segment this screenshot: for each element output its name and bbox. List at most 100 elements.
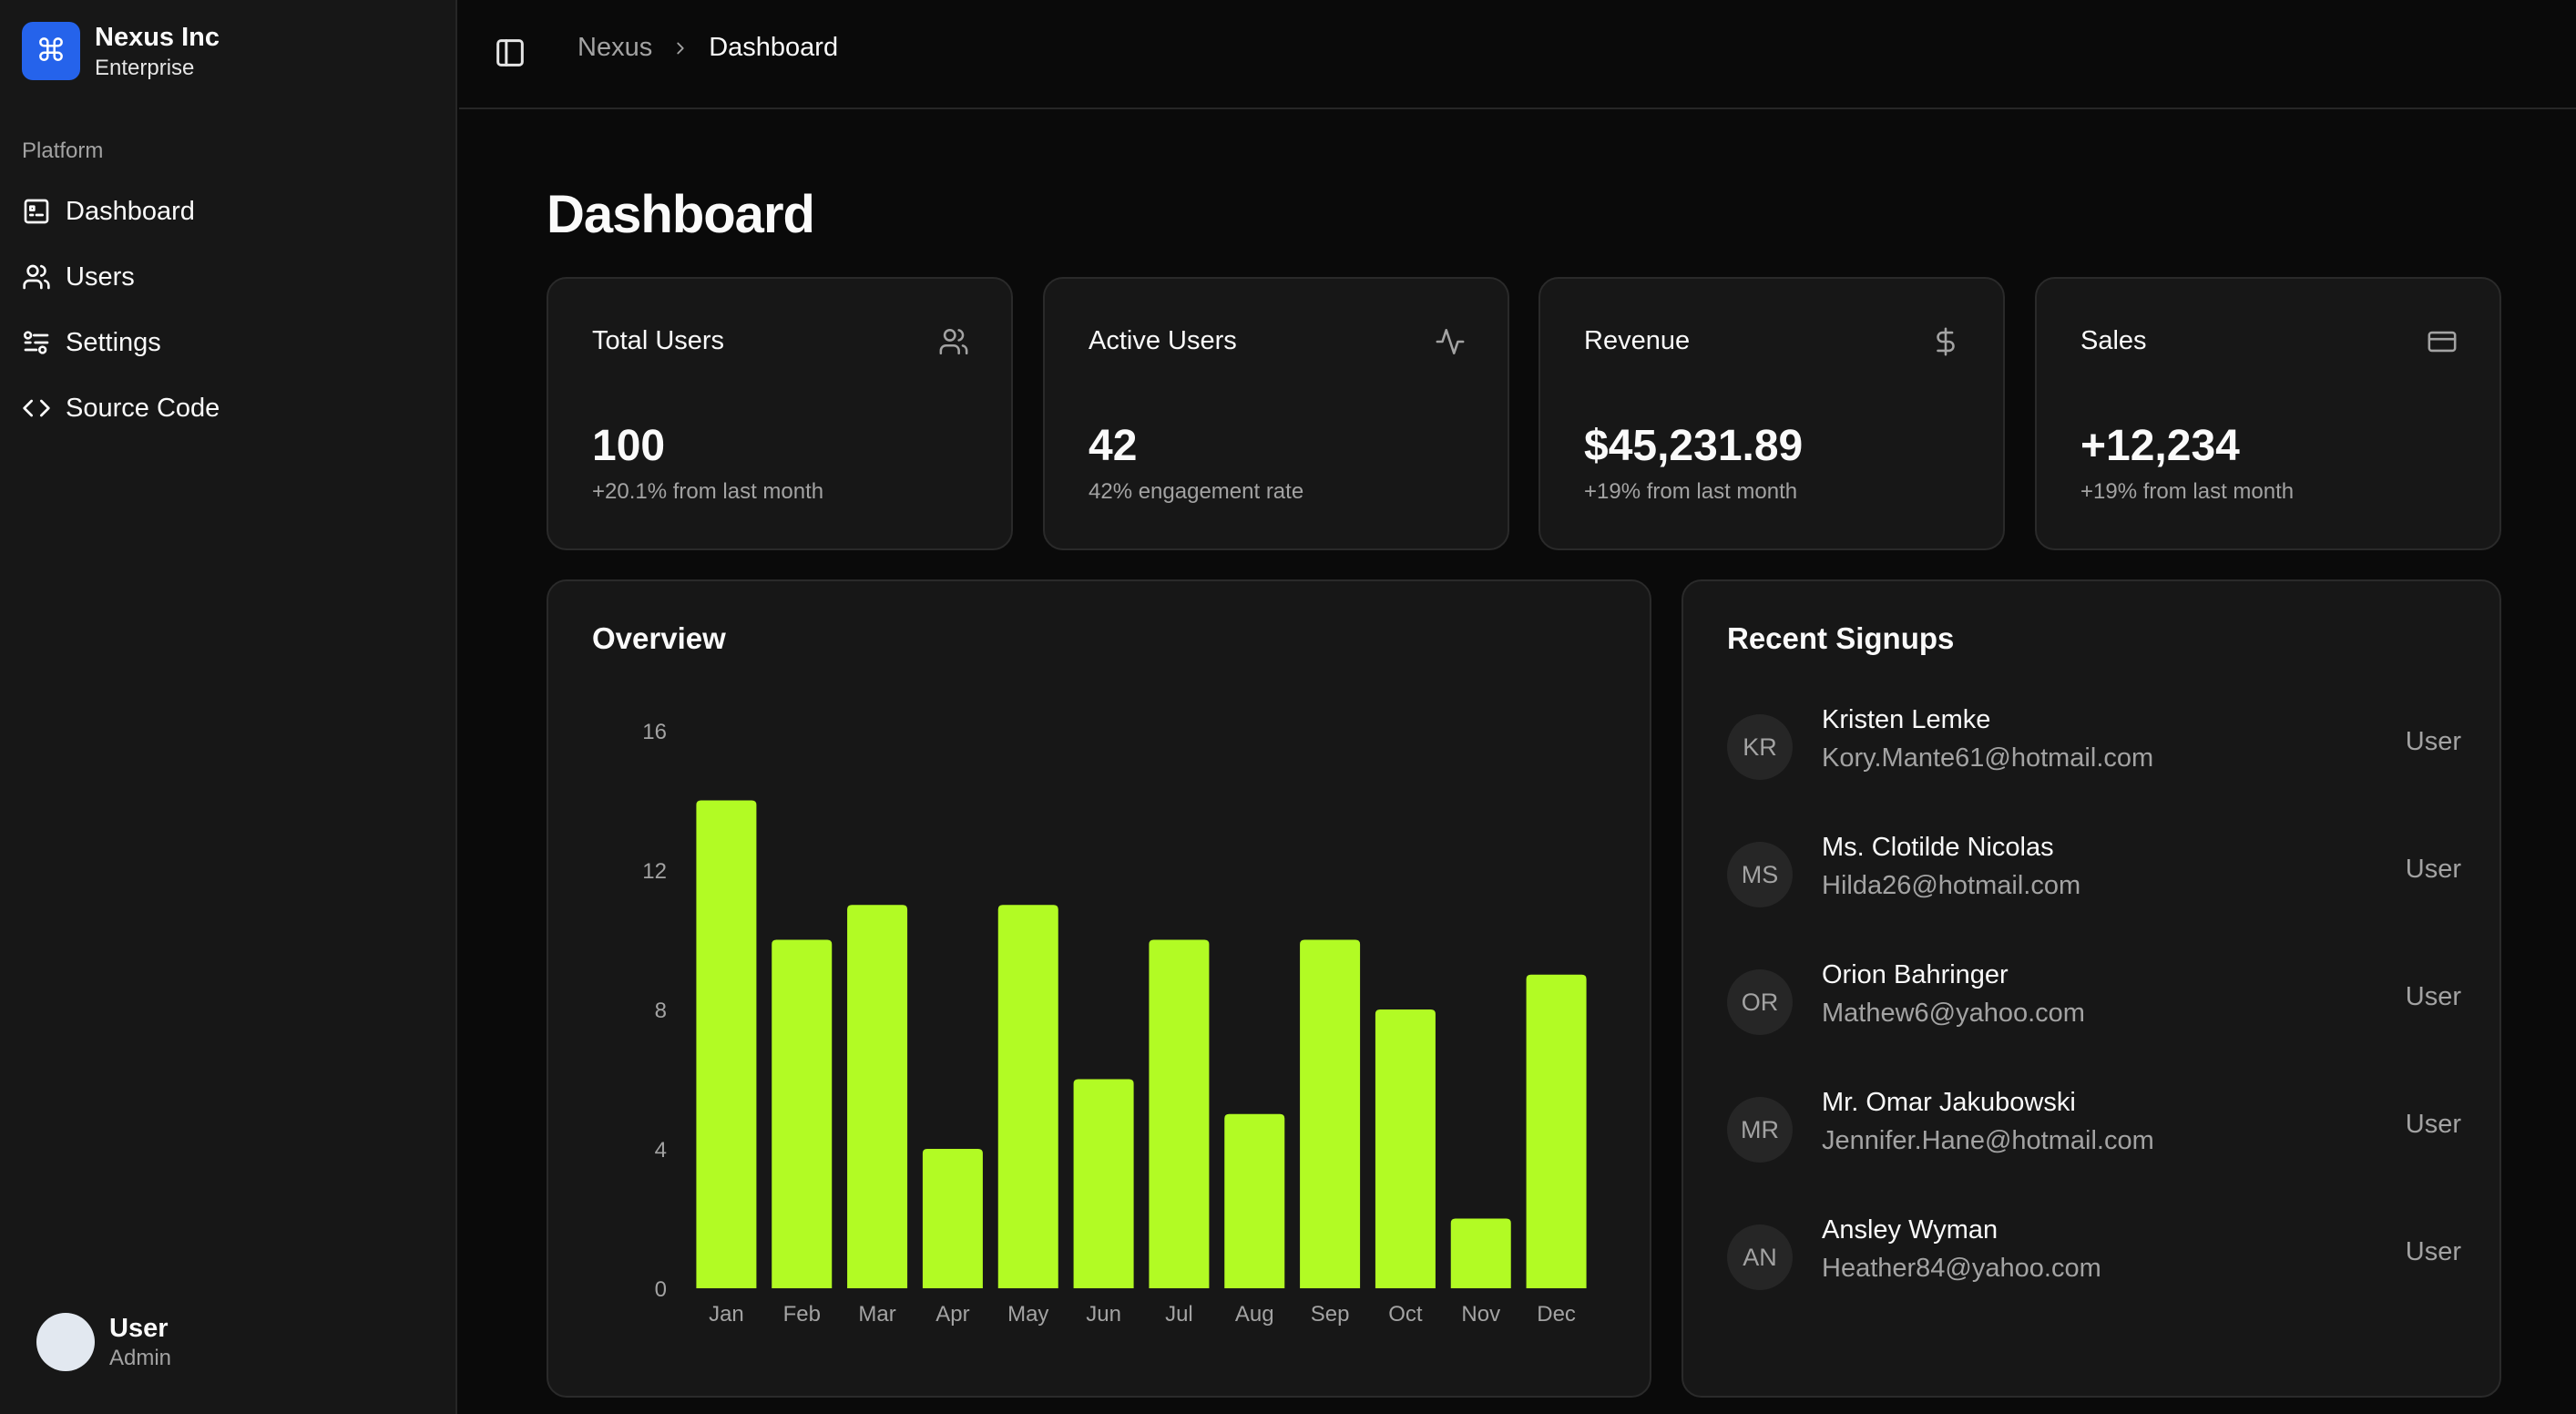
list-item[interactable]: AN Ansley Wyman Heather84@yahoo.com User [1727, 1215, 2461, 1297]
overview-card: Overview 0 4 8 12 16 Jan Feb Mar Apr May Jun Jul Aug… [547, 579, 1651, 1398]
sidebar-item-source-code[interactable]: Source Code [22, 375, 439, 441]
recent-signups-title: Recent Signups [1727, 621, 1955, 655]
x-tick-label: Jul [1165, 1302, 1193, 1327]
signup-name: Orion Bahringer [1822, 960, 2009, 989]
signup-name: Kristen Lemke [1822, 705, 1991, 734]
user-menu[interactable]: User Admin [36, 1312, 171, 1372]
signup-name: Mr. Omar Jakubowski [1822, 1088, 2076, 1117]
stat-title: Active Users [1089, 326, 1237, 355]
chart-bar-may[interactable] [997, 905, 1058, 1288]
chart-bar-jul[interactable] [1149, 939, 1210, 1289]
x-tick-label: Aug [1235, 1302, 1274, 1327]
stat-title: Total Users [592, 326, 725, 355]
avatar [36, 1313, 95, 1371]
sidebar-item-dashboard[interactable]: Dashboard [22, 179, 439, 244]
stat-card-revenue: Revenue $45,231.89 +19% from last month [1538, 277, 2005, 550]
breadcrumb-current: Dashboard [709, 33, 839, 62]
y-tick-label: 0 [655, 1277, 667, 1302]
chart-bar-dec[interactable] [1526, 974, 1587, 1288]
signup-role: User [2405, 727, 2461, 756]
sidebar-toggle-button[interactable] [492, 35, 528, 71]
chart-bar-oct[interactable] [1375, 1009, 1436, 1288]
overview-bar-chart: 0 4 8 12 16 Jan Feb Mar Apr May Jun Jul Aug Sep Oct Nov… [642, 720, 1587, 1327]
settings-icon [24, 331, 49, 354]
sidebar-item-label: Dashboard [66, 196, 195, 226]
x-tick-label: Nov [1461, 1302, 1500, 1327]
dashboard-icon [24, 199, 49, 224]
stat-value: +12,234 [2080, 422, 2240, 470]
nav-group-label: Platform [22, 138, 104, 163]
activity-icon [1436, 328, 1465, 355]
breadcrumb-root-link[interactable]: Nexus [578, 33, 653, 62]
stat-title: Sales [2080, 326, 2147, 355]
x-tick-label: Apr [935, 1302, 969, 1327]
signup-name: Ansley Wyman [1822, 1215, 1998, 1245]
chart-bar-apr[interactable] [922, 1149, 983, 1288]
y-tick-label: 12 [642, 859, 667, 884]
stat-card-total-users: Total Users 100 +20.1% from last month [547, 277, 1013, 550]
user-name: User [109, 1314, 169, 1343]
sidebar-item-label: Settings [66, 327, 161, 357]
chart-bar-mar[interactable] [847, 905, 908, 1288]
avatar: MR [1727, 1097, 1793, 1163]
sidebar: ⌘ Nexus Inc Enterprise Platform Dashboar… [0, 0, 457, 1414]
stat-subtext: +19% from last month [1584, 479, 1798, 504]
signup-name: Ms. Clotilde Nicolas [1822, 833, 2054, 862]
sidebar-item-label: Source Code [66, 393, 220, 423]
avatar: MS [1727, 842, 1793, 907]
users-icon [939, 328, 968, 355]
code-icon [23, 399, 50, 417]
page-title: Dashboard [547, 185, 815, 244]
recent-signups-card: Recent Signups KR Kristen Lemke Kory.Man… [1682, 579, 2501, 1398]
brand-switcher[interactable]: ⌘ Nexus Inc Enterprise [22, 20, 220, 82]
chart-bar-jan[interactable] [696, 800, 757, 1289]
signup-email: Hilda26@hotmail.com [1822, 871, 2081, 900]
stat-subtext: 42% engagement rate [1089, 479, 1304, 504]
user-role: Admin [109, 1346, 172, 1370]
sidebar-item-label: Users [66, 261, 135, 292]
users-icon [23, 264, 50, 290]
chart-bar-nov[interactable] [1450, 1218, 1511, 1289]
y-tick-label: 4 [655, 1138, 667, 1163]
stat-value: $45,231.89 [1584, 422, 1804, 470]
x-tick-label: Jan [709, 1302, 744, 1327]
dollar-icon [1937, 327, 1955, 356]
signup-role: User [2405, 1237, 2461, 1266]
stat-title: Revenue [1584, 326, 1691, 355]
brand-name: Nexus Inc [95, 23, 220, 52]
x-tick-label: Mar [858, 1302, 895, 1327]
chart-bar-jun[interactable] [1073, 1079, 1134, 1289]
stat-value: 100 [592, 422, 666, 470]
stat-subtext: +20.1% from last month [592, 479, 824, 504]
credit-card-icon [2428, 331, 2457, 353]
y-tick-label: 16 [642, 720, 667, 744]
list-item[interactable]: MR Mr. Omar Jakubowski Jennifer.Hane@hot… [1727, 1088, 2461, 1170]
signup-role: User [2405, 982, 2461, 1011]
command-icon: ⌘ [22, 22, 80, 80]
chart-bar-aug[interactable] [1224, 1113, 1285, 1288]
list-item[interactable]: MS Ms. Clotilde Nicolas Hilda26@hotmail.… [1727, 833, 2461, 915]
x-tick-label: May [1007, 1302, 1048, 1327]
sidebar-item-settings[interactable]: Settings [22, 310, 439, 375]
stat-card-sales: Sales +12,234 +19% from last month [2035, 277, 2501, 550]
signup-email: Mathew6@yahoo.com [1822, 999, 2085, 1028]
chevron-right-icon [670, 38, 690, 58]
chart-bar-sep[interactable] [1300, 939, 1361, 1289]
list-item[interactable]: KR Kristen Lemke Kory.Mante61@hotmail.co… [1727, 705, 2461, 787]
stat-card-active-users: Active Users 42 42% engagement rate [1043, 277, 1509, 550]
avatar: AN [1727, 1224, 1793, 1290]
sidebar-item-users[interactable]: Users [22, 244, 439, 310]
chart-bar-feb[interactable] [772, 939, 833, 1289]
avatar: KR [1727, 714, 1793, 780]
x-tick-label: Feb [783, 1302, 821, 1327]
x-tick-label: Oct [1388, 1302, 1423, 1327]
signup-email: Jennifer.Hane@hotmail.com [1822, 1126, 2154, 1155]
signup-email: Heather84@yahoo.com [1822, 1254, 2101, 1283]
y-tick-label: 8 [655, 999, 667, 1023]
top-header: Nexus Dashboard [459, 0, 2576, 109]
x-tick-label: Dec [1537, 1302, 1576, 1327]
stat-subtext: +19% from last month [2080, 479, 2295, 504]
avatar: OR [1727, 969, 1793, 1035]
list-item[interactable]: OR Orion Bahringer Mathew6@yahoo.com Use… [1727, 960, 2461, 1042]
stat-value: 42 [1089, 422, 1138, 470]
